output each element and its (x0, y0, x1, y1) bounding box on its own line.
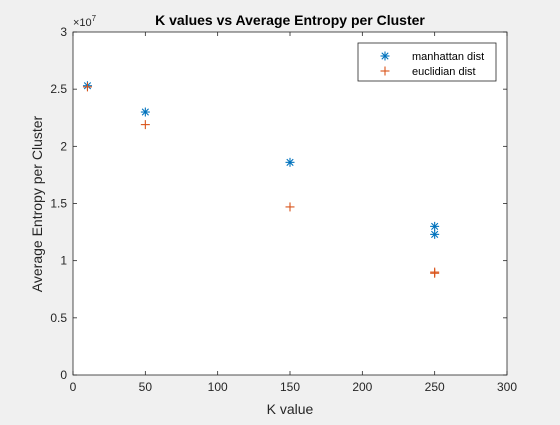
y-exponent-power: 7 (92, 14, 97, 23)
x-tick-label: 50 (139, 380, 153, 394)
y-tick-label: 0.5 (50, 311, 67, 325)
x-ticks: 0 50 100 150 200 250 300 (70, 32, 517, 394)
data-point (430, 229, 440, 239)
y-tick-label: 3 (60, 25, 67, 39)
x-axis-label: K value (267, 401, 314, 417)
series-2 (82, 82, 440, 278)
y-exponent-base: ×10 (73, 17, 92, 29)
y-tick-label: 0 (60, 368, 67, 382)
legend-marker (380, 51, 390, 61)
data-point (285, 202, 295, 212)
legend-label: manhattan dist (412, 51, 484, 63)
y-axis-label: Average Entropy per Cluster (29, 115, 45, 292)
data-point (82, 82, 92, 92)
x-tick-label: 0 (70, 380, 77, 394)
data-point (140, 120, 150, 130)
chart-title: K values vs Average Entropy per Cluster (155, 12, 425, 28)
x-tick-label: 250 (425, 380, 445, 394)
y-ticks: 0 0.5 1 1.5 2 2.5 3 (50, 25, 507, 382)
x-tick-label: 100 (208, 380, 228, 394)
svg-text:×107: ×107 (73, 14, 97, 29)
y-tick-label: 1 (60, 254, 67, 268)
legend-marker (380, 66, 390, 76)
data-point (140, 107, 150, 117)
legend-box (357, 42, 497, 82)
y-exponent-label: ×107 (73, 14, 97, 29)
data-point (285, 157, 295, 167)
data-point (430, 221, 440, 231)
x-tick-label: 150 (280, 380, 300, 394)
y-tick-label: 2 (60, 139, 67, 153)
x-tick-label: 200 (352, 380, 372, 394)
y-tick-label: 2.5 (50, 82, 67, 96)
x-tick-label: 300 (497, 380, 517, 394)
legend-label: euclidian dist (412, 66, 476, 78)
data-points (82, 81, 440, 278)
data-point (430, 268, 440, 278)
legend: manhattan dist euclidian dist (357, 42, 497, 82)
y-tick-label: 1.5 (50, 197, 67, 211)
